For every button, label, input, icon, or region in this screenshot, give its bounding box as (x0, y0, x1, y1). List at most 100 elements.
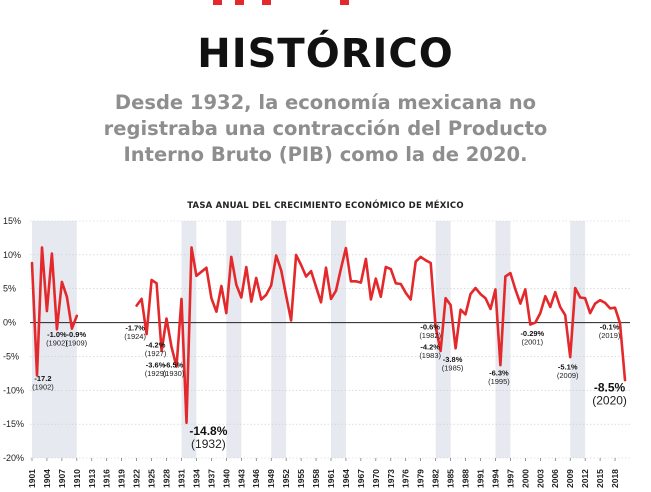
data-point (599, 299, 601, 302)
x-tick-label: 1937 (206, 469, 216, 488)
annotation-1982: -0.6%(1982) (419, 322, 441, 340)
data-point (31, 262, 33, 264)
data-point (170, 346, 173, 348)
data-point (389, 268, 392, 270)
annotation-value: -6.3% (489, 368, 509, 377)
data-point (41, 246, 43, 249)
x-tick-label: 1946 (251, 469, 261, 488)
annotation-year: (1982) (419, 331, 441, 340)
top-accent-bar (0, 0, 651, 8)
data-point (624, 379, 626, 382)
x-tick-label: 1919 (117, 469, 127, 488)
annotation-1932: -14.8%(1932) (189, 424, 227, 451)
annotation-year: (1902) (32, 382, 54, 391)
data-point (619, 322, 621, 325)
data-point (75, 314, 78, 317)
annotation-value: -0.29% (520, 329, 544, 338)
data-point (295, 253, 298, 256)
data-point (584, 297, 587, 300)
x-tick-label: 1991 (475, 469, 485, 488)
data-point (350, 280, 352, 283)
annotation-2009: -5.1%(2009) (557, 362, 579, 380)
data-point (414, 260, 417, 263)
data-point (325, 266, 327, 269)
annotation-1983: -4.2%(1983) (419, 343, 441, 361)
x-tick-label: 1940 (221, 469, 231, 488)
annotation-1927: -4.2%(1927) (145, 341, 167, 359)
x-tick-label: 1952 (281, 469, 291, 488)
shaded-band-5 (435, 221, 451, 458)
data-point (499, 364, 502, 367)
data-point (474, 287, 477, 289)
annotation-year: (2009) (557, 371, 579, 380)
data-point (409, 298, 412, 301)
annotation-year: (1930) (163, 369, 185, 378)
data-point (404, 291, 407, 294)
data-point (51, 252, 53, 255)
data-point (544, 295, 547, 298)
data-point (589, 312, 592, 314)
x-tick-label: 1949 (266, 469, 276, 488)
x-tick-label: 2012 (580, 469, 590, 488)
data-point (315, 285, 317, 288)
x-tick-label: 1973 (386, 469, 396, 488)
data-point (175, 365, 178, 368)
annotation-value: -4.2% (146, 341, 166, 350)
x-tick-label: 1931 (176, 469, 186, 488)
data-point (165, 317, 168, 320)
annotation-value: -3.6% (146, 360, 166, 369)
x-tick-label: 2018 (610, 469, 620, 488)
data-point (609, 307, 611, 310)
annotation-1985: -3.8%(1985) (442, 355, 464, 373)
data-point (459, 308, 462, 311)
data-point (469, 293, 472, 296)
series-line-segment-0 (30, 246, 79, 377)
data-point (519, 302, 522, 305)
data-point (534, 321, 537, 324)
subtitle-line-3: Interno Bruto (PIB) como la de 2020. (123, 143, 528, 166)
data-point (614, 306, 616, 309)
x-tick-label: 1955 (296, 469, 306, 488)
data-point (65, 295, 68, 298)
x-tick-label: 2015 (595, 469, 605, 488)
x-tick-label: 1997 (505, 469, 515, 488)
data-point (230, 255, 233, 258)
data-point (394, 282, 397, 285)
data-point (145, 333, 148, 335)
annotation-1995: -6.3%(1995) (488, 368, 510, 386)
x-tick-label: 1982 (431, 469, 441, 488)
data-point (310, 270, 312, 273)
x-tick-label: 1925 (147, 469, 157, 488)
data-point (320, 301, 322, 304)
annotation-1929: -3.6%(1929) (145, 360, 167, 378)
subtitle-line-2: registraba una contracción del Producto (103, 117, 548, 140)
annotation-2019: -0.1%(2019) (599, 322, 621, 340)
annotation-value: -4.2% (420, 343, 440, 352)
x-tick-label: 1913 (87, 469, 97, 488)
data-point (554, 291, 557, 293)
shaded-band-7 (570, 221, 586, 458)
data-point (185, 421, 188, 424)
annotation-value: -0.9% (67, 330, 87, 339)
data-point (479, 293, 482, 296)
y-tick-label: -20% (3, 453, 24, 463)
data-point (275, 254, 278, 257)
data-point (235, 283, 238, 286)
data-point (135, 304, 138, 307)
x-tick-label: 1964 (341, 469, 351, 488)
x-tick-label: 2003 (535, 469, 545, 488)
data-point (330, 297, 332, 300)
page-title: HISTÓRICO (197, 31, 454, 77)
data-point (549, 306, 552, 308)
data-point (359, 281, 362, 284)
data-point (424, 259, 427, 262)
data-point (494, 288, 497, 291)
data-point (379, 295, 382, 298)
data-point (384, 266, 387, 268)
annotation-2020: -8.5%(2020) (592, 381, 627, 408)
data-point (36, 374, 38, 377)
data-point (140, 297, 143, 300)
data-point (464, 313, 467, 316)
annotation-value: -6.5% (164, 360, 184, 369)
